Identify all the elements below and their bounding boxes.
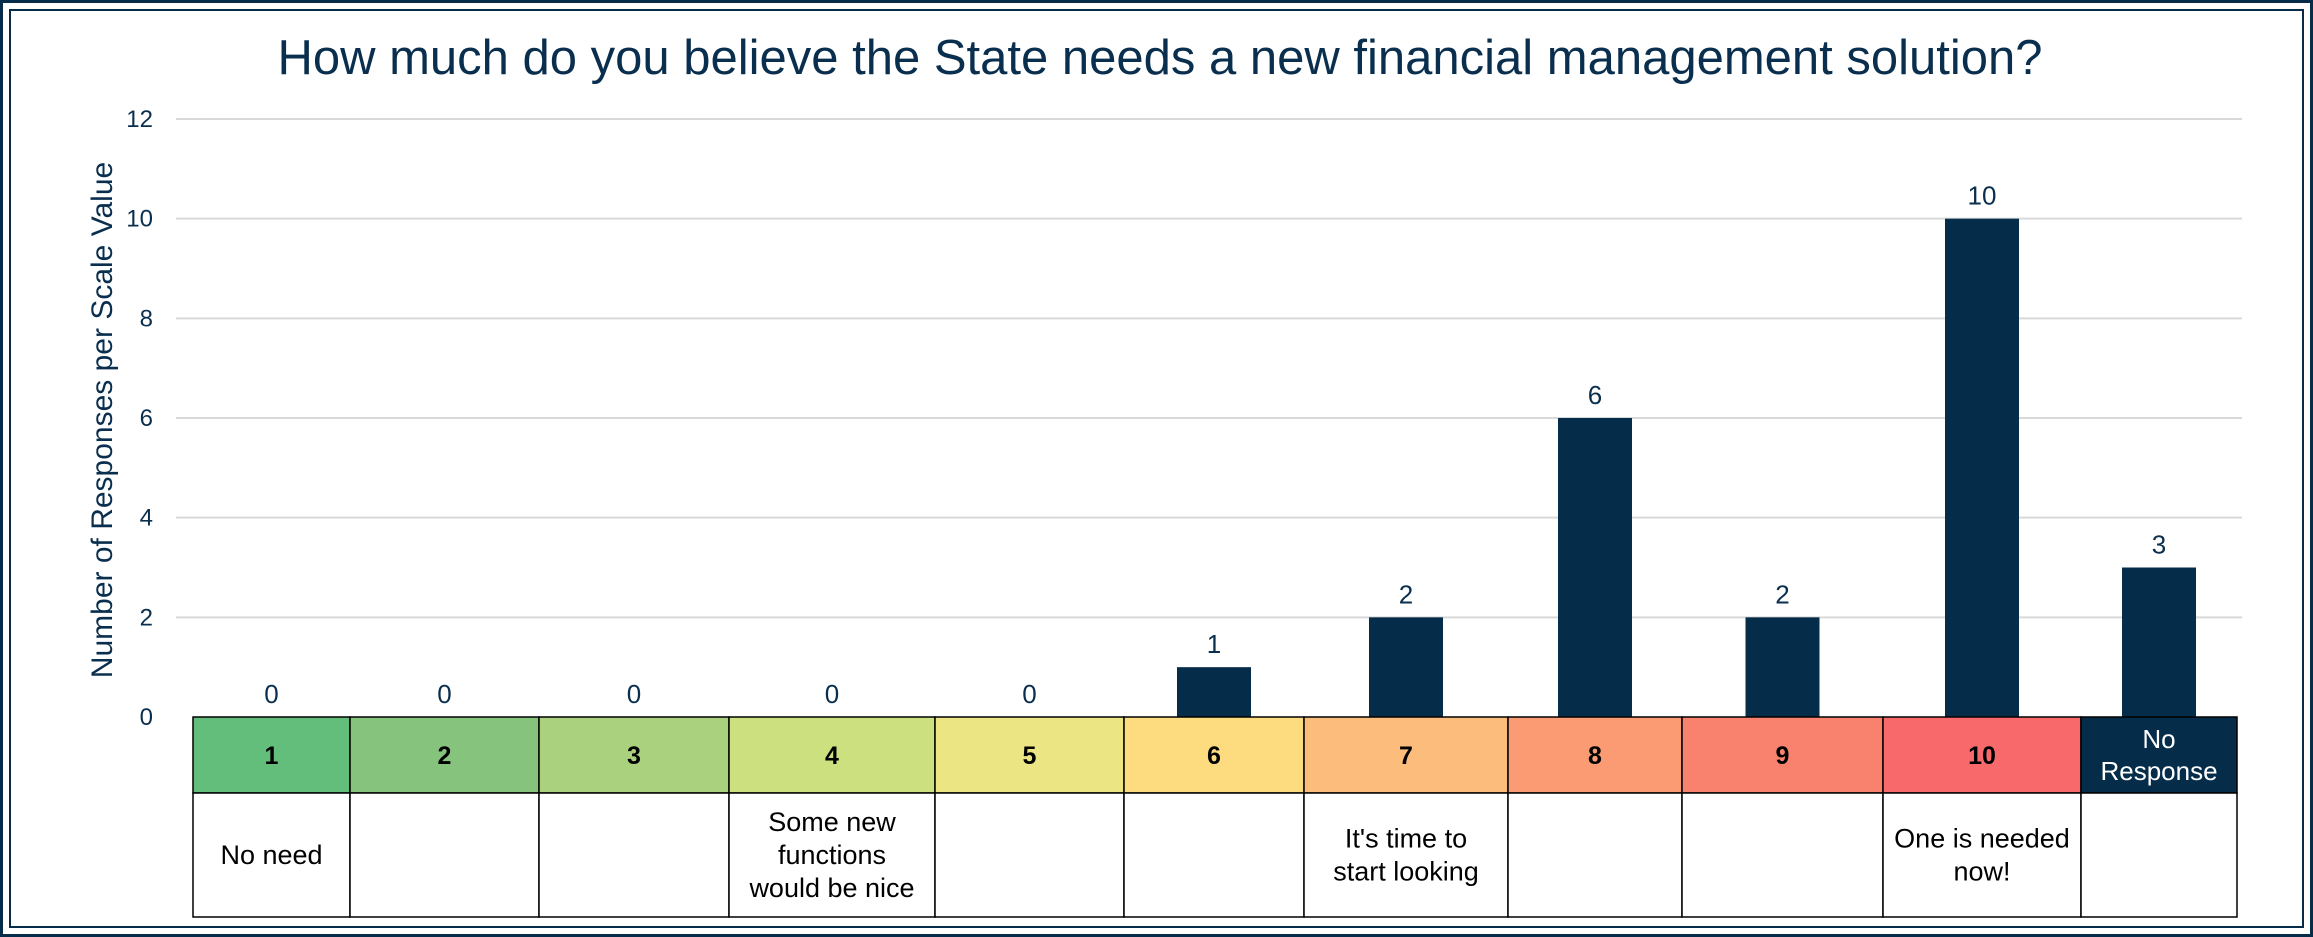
description-cell	[2080, 792, 2238, 918]
description-cell	[538, 792, 730, 918]
category-description: Some new functions would be nice	[748, 807, 914, 903]
category-label: 8	[1588, 742, 1602, 770]
data-label: 0	[437, 679, 451, 709]
description-cell	[1681, 792, 1884, 918]
data-label: 0	[1022, 679, 1036, 709]
data-label: 0	[825, 679, 839, 709]
data-label: 10	[1968, 181, 1997, 211]
category-cell	[1882, 716, 2082, 794]
y-tick-label: 6	[140, 405, 153, 432]
gridlines	[176, 118, 2242, 619]
bar-9	[1745, 617, 1820, 717]
data-label: 0	[264, 679, 278, 709]
category-cell	[1123, 716, 1305, 794]
y-axis-label: Number of Responses per Scale Value	[86, 162, 119, 678]
category-label: 7	[1399, 742, 1413, 770]
category-label: 1	[265, 742, 279, 770]
category-table: 1 No need 2 3 4 Some new functions would be nic…	[192, 716, 2238, 918]
y-axis-ticks: 0 2 4 6 8 10 12	[126, 106, 153, 731]
data-label: 2	[1399, 579, 1413, 609]
category-label: 6	[1207, 742, 1221, 770]
description-cell	[934, 792, 1125, 918]
bar-8	[1558, 418, 1632, 717]
description-cell	[1303, 792, 1509, 918]
category-cell	[728, 716, 936, 794]
chart-title: How much do you believe the State needs …	[277, 31, 2042, 85]
category-cell	[1681, 716, 1884, 794]
data-label: 3	[2152, 530, 2166, 560]
description-cell	[1507, 792, 1683, 918]
chart-inner-border	[9, 9, 2304, 928]
category-label: 3	[627, 742, 641, 770]
category-label: 4	[825, 742, 839, 770]
description-cell	[192, 792, 351, 918]
y-tick-label: 4	[140, 505, 153, 532]
category-description: No need	[220, 840, 322, 870]
data-label: 6	[1588, 380, 1602, 410]
description-cell	[349, 792, 540, 918]
y-tick-label: 2	[140, 604, 153, 631]
bar-7	[1369, 617, 1443, 717]
category-cell	[1507, 716, 1683, 794]
description-cell	[1123, 792, 1305, 918]
y-tick-label: 10	[126, 206, 153, 233]
bar-10	[1945, 218, 2019, 717]
bar-6	[1177, 667, 1251, 717]
category-label: 5	[1023, 742, 1037, 770]
category-cell	[1303, 716, 1509, 794]
category-cell	[2080, 716, 2238, 794]
data-label: 2	[1775, 579, 1789, 609]
category-label: No Response	[2100, 724, 2217, 786]
category-cell	[192, 716, 351, 794]
y-tick-label: 8	[140, 305, 153, 332]
y-tick-label: 12	[126, 106, 153, 133]
category-label: 9	[1776, 742, 1790, 770]
data-label: 0	[627, 679, 641, 709]
category-label: 10	[1968, 742, 1996, 770]
description-cell	[728, 792, 936, 918]
category-description: It's time to start looking	[1333, 824, 1479, 887]
bar-no-response	[2122, 567, 2196, 717]
category-cell	[934, 716, 1125, 794]
bars	[1177, 218, 2196, 717]
category-description: One is needed now!	[1894, 824, 2070, 887]
data-labels: 0 0 0 0 0 1 2 6 2 10 3	[264, 181, 2166, 709]
y-tick-label: 0	[140, 704, 153, 731]
data-label: 1	[1207, 629, 1221, 659]
description-cell	[1882, 792, 2082, 918]
category-label: 2	[438, 742, 452, 770]
